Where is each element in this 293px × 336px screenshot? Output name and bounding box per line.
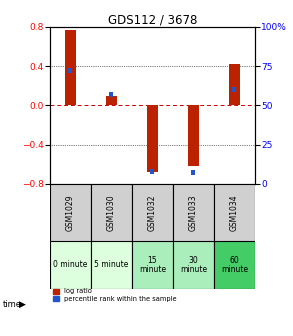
Text: GSM1033: GSM1033 bbox=[189, 194, 198, 231]
Text: time: time bbox=[3, 300, 22, 308]
Bar bbox=[105, 95, 117, 106]
Bar bbox=[173, 184, 214, 242]
Bar bbox=[68, 69, 72, 73]
Text: 15
minute: 15 minute bbox=[139, 256, 166, 274]
Text: 60
minute: 60 minute bbox=[221, 256, 248, 274]
Bar bbox=[188, 106, 199, 166]
Bar bbox=[229, 64, 240, 106]
Bar bbox=[232, 87, 236, 92]
Bar bbox=[214, 242, 255, 289]
Bar bbox=[173, 242, 214, 289]
Bar bbox=[64, 30, 76, 106]
Text: GSM1032: GSM1032 bbox=[148, 195, 157, 231]
Text: 0 minute: 0 minute bbox=[53, 260, 88, 269]
Text: GSM1030: GSM1030 bbox=[107, 194, 116, 231]
Bar bbox=[150, 169, 154, 174]
Bar bbox=[132, 242, 173, 289]
Bar bbox=[132, 184, 173, 242]
Text: 5 minute: 5 minute bbox=[94, 260, 129, 269]
Text: GSM1034: GSM1034 bbox=[230, 194, 239, 231]
Text: GSM1029: GSM1029 bbox=[66, 195, 75, 231]
Title: GDS112 / 3678: GDS112 / 3678 bbox=[108, 14, 197, 27]
Bar bbox=[214, 184, 255, 242]
Text: ▶: ▶ bbox=[18, 300, 25, 308]
Bar bbox=[91, 184, 132, 242]
Bar bbox=[109, 92, 113, 97]
Bar bbox=[50, 242, 91, 289]
Bar bbox=[191, 170, 195, 175]
Bar bbox=[146, 106, 158, 172]
Bar bbox=[50, 184, 91, 242]
Legend: log ratio, percentile rank within the sample: log ratio, percentile rank within the sa… bbox=[53, 289, 177, 302]
Text: 30
minute: 30 minute bbox=[180, 256, 207, 274]
Bar bbox=[91, 242, 132, 289]
